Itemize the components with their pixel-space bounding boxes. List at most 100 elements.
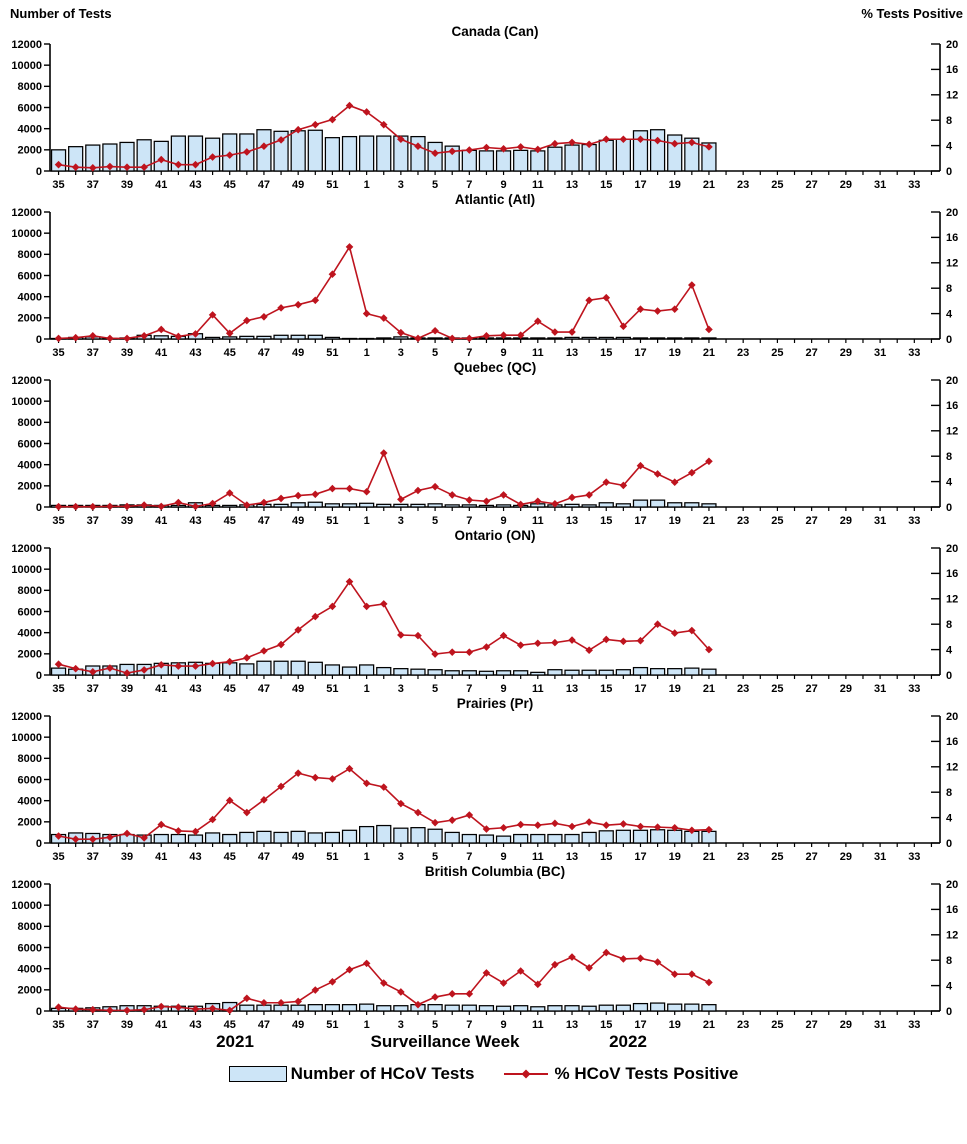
svg-text:41: 41	[155, 515, 167, 527]
svg-text:45: 45	[224, 515, 236, 527]
svg-text:49: 49	[292, 683, 304, 695]
svg-text:8: 8	[946, 283, 952, 295]
svg-text:6000: 6000	[18, 942, 42, 954]
svg-text:51: 51	[326, 1019, 338, 1031]
svg-text:21: 21	[703, 851, 715, 863]
svg-text:1: 1	[364, 179, 370, 191]
panel-title: Quebec (QC)	[453, 360, 537, 375]
svg-text:8000: 8000	[18, 585, 42, 597]
svg-text:5: 5	[432, 851, 438, 863]
x-axis-title: Surveillance Week	[370, 1032, 520, 1051]
axes	[49, 212, 941, 340]
axis-headers-row: Number of Tests % Tests Positive	[0, 4, 967, 24]
chart-panel-1: Atlantic (Atl) 0 2000 4000 6000 8000 10000 1200…	[0, 192, 967, 359]
svg-text:0: 0	[946, 1006, 952, 1018]
panel-title: Atlantic (Atl)	[454, 192, 536, 207]
svg-text:19: 19	[669, 1019, 681, 1031]
svg-text:33: 33	[908, 347, 920, 359]
axes	[49, 716, 941, 844]
axes	[49, 548, 941, 676]
svg-text:11: 11	[532, 179, 544, 191]
svg-text:4: 4	[946, 644, 953, 656]
svg-text:2000: 2000	[18, 481, 42, 493]
svg-text:39: 39	[121, 1019, 133, 1031]
svg-text:4000: 4000	[18, 123, 42, 135]
svg-text:1: 1	[364, 347, 370, 359]
svg-text:9: 9	[500, 1019, 506, 1031]
svg-text:20: 20	[946, 375, 958, 387]
svg-text:2000: 2000	[18, 985, 42, 997]
svg-text:39: 39	[121, 179, 133, 191]
svg-text:29: 29	[840, 179, 852, 191]
svg-text:8000: 8000	[18, 81, 42, 93]
svg-text:29: 29	[840, 851, 852, 863]
legend-line-symbol	[504, 1069, 549, 1079]
y-axis-right: 0 4 8 12 16 20	[931, 543, 958, 682]
svg-text:13: 13	[566, 851, 578, 863]
svg-text:4000: 4000	[18, 291, 42, 303]
bars-series	[50, 824, 717, 844]
svg-text:0: 0	[946, 838, 952, 850]
svg-text:37: 37	[87, 851, 99, 863]
svg-text:12: 12	[946, 762, 958, 774]
year-label-2021: 2021	[216, 1032, 254, 1051]
line-series	[54, 577, 713, 677]
svg-text:11: 11	[532, 515, 544, 527]
svg-text:13: 13	[566, 347, 578, 359]
legend-line-label: % HCoV Tests Positive	[554, 1064, 739, 1083]
svg-text:25: 25	[771, 1019, 783, 1031]
svg-text:13: 13	[566, 179, 578, 191]
svg-text:27: 27	[806, 851, 818, 863]
svg-text:39: 39	[121, 683, 133, 695]
svg-text:2000: 2000	[18, 817, 42, 829]
svg-text:2000: 2000	[18, 145, 42, 157]
svg-text:29: 29	[840, 683, 852, 695]
svg-text:5: 5	[432, 347, 438, 359]
svg-text:12: 12	[946, 594, 958, 606]
svg-text:5: 5	[432, 1019, 438, 1031]
svg-text:15: 15	[600, 683, 612, 695]
y-axis-left: 0 2000 4000 6000 8000 10000 12000	[11, 879, 50, 1018]
svg-text:2000: 2000	[18, 649, 42, 661]
svg-text:51: 51	[326, 347, 338, 359]
axes	[49, 884, 941, 1012]
svg-text:6000: 6000	[18, 270, 42, 282]
y-axis-right: 0 4 8 12 16 20	[931, 375, 958, 514]
svg-text:47: 47	[258, 683, 270, 695]
svg-text:7: 7	[466, 347, 472, 359]
svg-text:6000: 6000	[18, 438, 42, 450]
y-axis-left: 0 2000 4000 6000 8000 10000 12000	[11, 375, 50, 514]
svg-text:19: 19	[669, 851, 681, 863]
svg-text:20: 20	[946, 711, 958, 723]
svg-text:51: 51	[326, 179, 338, 191]
svg-text:35: 35	[52, 179, 64, 191]
svg-text:25: 25	[771, 851, 783, 863]
svg-text:20: 20	[946, 879, 958, 891]
svg-text:0: 0	[36, 502, 42, 514]
svg-text:8: 8	[946, 115, 952, 127]
panel-title: Ontario (ON)	[454, 528, 536, 543]
svg-text:43: 43	[189, 515, 201, 527]
svg-text:1: 1	[364, 515, 370, 527]
svg-text:49: 49	[292, 851, 304, 863]
svg-text:12: 12	[946, 90, 958, 102]
svg-text:25: 25	[771, 347, 783, 359]
svg-text:8: 8	[946, 619, 952, 631]
svg-text:8000: 8000	[18, 417, 42, 429]
right-axis-header: % Tests Positive	[861, 6, 963, 21]
svg-text:41: 41	[155, 683, 167, 695]
svg-text:19: 19	[669, 683, 681, 695]
svg-text:19: 19	[669, 179, 681, 191]
y-axis-left: 0 2000 4000 6000 8000 10000 12000	[11, 207, 50, 346]
svg-text:37: 37	[87, 347, 99, 359]
svg-text:0: 0	[36, 334, 42, 346]
svg-text:20: 20	[946, 207, 958, 219]
svg-text:39: 39	[121, 515, 133, 527]
svg-text:16: 16	[946, 232, 958, 244]
svg-text:10000: 10000	[11, 60, 42, 72]
x-axis: 35 37 39 41 43 45 47 49 51 1 3 5 7 9 11 13 15 17 19 21 23 25 2…	[52, 507, 933, 527]
svg-text:5: 5	[432, 179, 438, 191]
svg-text:11: 11	[532, 851, 544, 863]
